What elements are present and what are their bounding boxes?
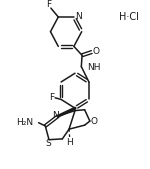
Text: H₂N: H₂N: [16, 118, 33, 127]
Text: F: F: [49, 93, 54, 102]
Text: F: F: [46, 0, 51, 9]
Text: S: S: [45, 139, 51, 148]
Text: N: N: [75, 12, 81, 21]
Polygon shape: [74, 108, 76, 111]
Text: NH: NH: [87, 63, 101, 72]
Text: O: O: [90, 117, 97, 126]
Text: H·Cl: H·Cl: [119, 12, 139, 22]
Text: N: N: [52, 111, 59, 120]
Text: O: O: [92, 47, 99, 56]
Text: H: H: [66, 138, 73, 147]
